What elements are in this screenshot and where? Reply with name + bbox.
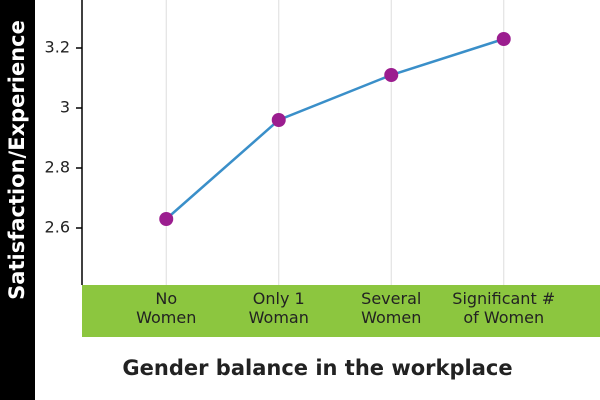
- y-tick-label: 2.6: [45, 218, 70, 237]
- y-tick-label: 3.2: [45, 38, 70, 57]
- category-band: [82, 285, 600, 337]
- marker: [384, 68, 399, 82]
- marker: [271, 113, 286, 127]
- marker: [496, 32, 511, 46]
- y-tick-label: 2.8: [45, 158, 70, 177]
- y-axis-title: Satisfaction/Experience: [5, 20, 29, 300]
- x-tick-label: No Women: [136, 289, 197, 327]
- x-tick-label: Significant # of Women: [452, 289, 556, 327]
- y-label-bar: [0, 0, 35, 400]
- x-axis-title: Gender balance in the workplace: [122, 356, 513, 380]
- line: [165, 37, 505, 220]
- marker: [159, 212, 174, 226]
- x-tick-label: Only 1 Woman: [248, 289, 309, 327]
- y-tick-label: 3: [60, 98, 70, 117]
- x-tick-label: Several Women: [361, 289, 422, 327]
